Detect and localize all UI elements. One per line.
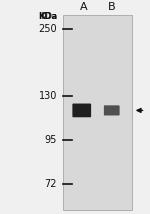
- Text: KDa: KDa: [40, 12, 57, 21]
- Text: KDa: KDa: [38, 12, 57, 21]
- Text: B: B: [108, 2, 116, 12]
- Text: 95: 95: [45, 135, 57, 145]
- Text: 250: 250: [38, 24, 57, 34]
- FancyBboxPatch shape: [72, 104, 91, 117]
- Text: 130: 130: [39, 91, 57, 101]
- Text: 72: 72: [45, 179, 57, 189]
- FancyBboxPatch shape: [104, 105, 120, 116]
- Text: A: A: [80, 2, 87, 12]
- Bar: [63, 15, 132, 210]
